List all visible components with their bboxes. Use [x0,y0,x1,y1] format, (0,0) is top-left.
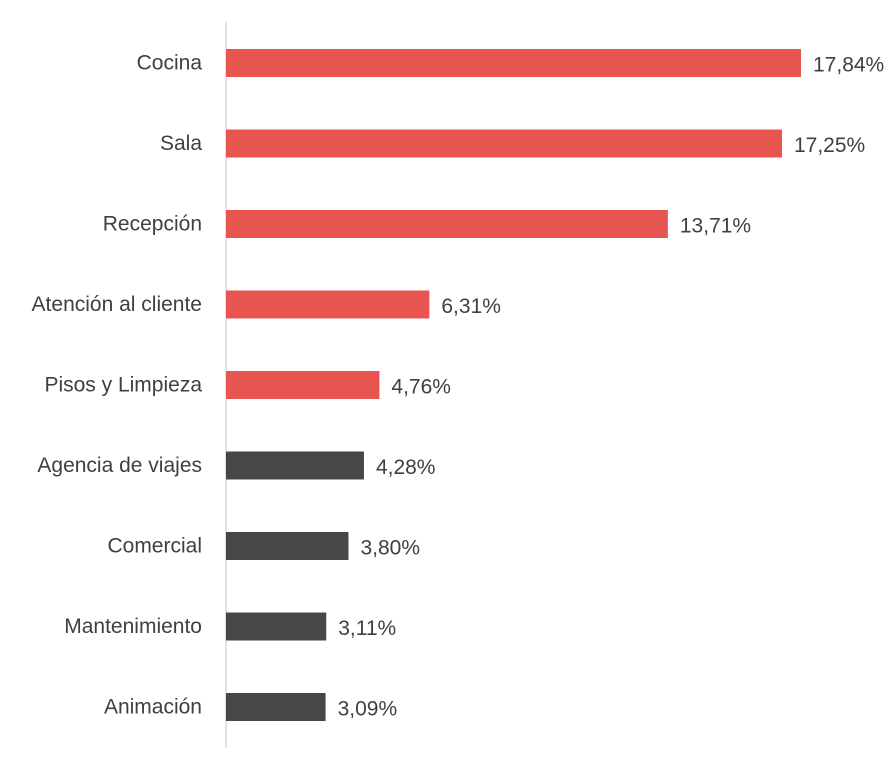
bar-5 [226,371,380,399]
category-label: Animación [104,696,202,719]
bar-8 [226,612,327,641]
value-label: 3,09% [338,698,398,721]
category-label: Agencia de viajes [37,454,202,477]
category-label: Mantenimiento [64,615,202,638]
bar-2 [226,129,782,158]
bar-9 [226,693,326,721]
value-label: 17,84% [813,54,884,77]
category-labels: Cocina Sala Recepción Atención al cliente Pi… [32,52,203,719]
category-label: Comercial [107,535,202,558]
value-label: 6,31% [441,295,501,318]
bar-1 [226,49,801,77]
category-label: Atención al cliente [32,293,202,316]
category-label: Sala [160,132,202,155]
value-label: 3,11% [338,617,396,640]
value-label: 3,80% [360,537,420,560]
category-label: Recepción [103,213,202,236]
category-label: Cocina [137,52,203,75]
value-label: 4,76% [391,376,451,399]
value-label: 13,71% [680,215,751,238]
value-labels: 17,84% 17,25% 13,71% 6,31% 4,76% 4,28% 3,80% 3,… [338,54,885,721]
category-label: Pisos y Limpieza [44,374,202,397]
value-label: 4,28% [376,456,436,479]
value-label: 17,25% [794,134,865,157]
bar-7 [226,532,349,560]
bar-4 [226,290,430,319]
bar-6 [226,451,364,480]
bar-3 [226,210,668,238]
bars-group [226,49,801,721]
